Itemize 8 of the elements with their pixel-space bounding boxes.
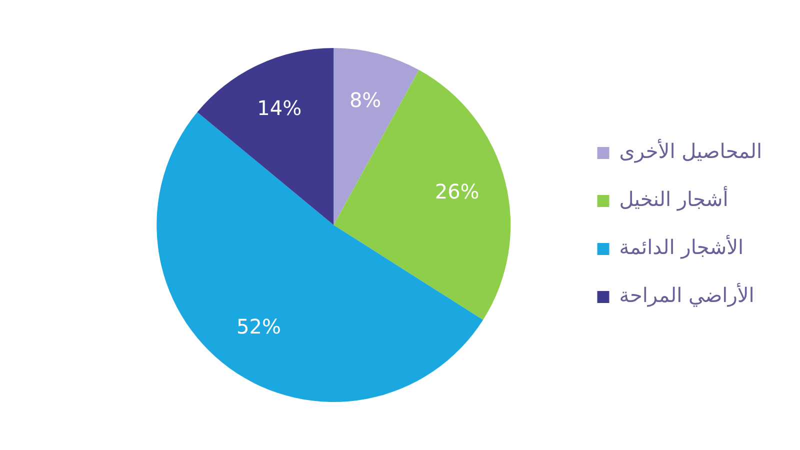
data-label: 26%: [434, 180, 480, 204]
legend-label: المحاصيل الأخرى: [619, 138, 762, 164]
legend-label: أشجار النخيل: [619, 186, 728, 212]
legend-label: الأشجار الدائمة: [619, 234, 744, 260]
data-label: 8%: [349, 88, 382, 112]
data-label: 14%: [257, 96, 302, 120]
data-label: 52%: [236, 314, 281, 338]
legend-label: الأراضي المراحة: [619, 282, 754, 308]
